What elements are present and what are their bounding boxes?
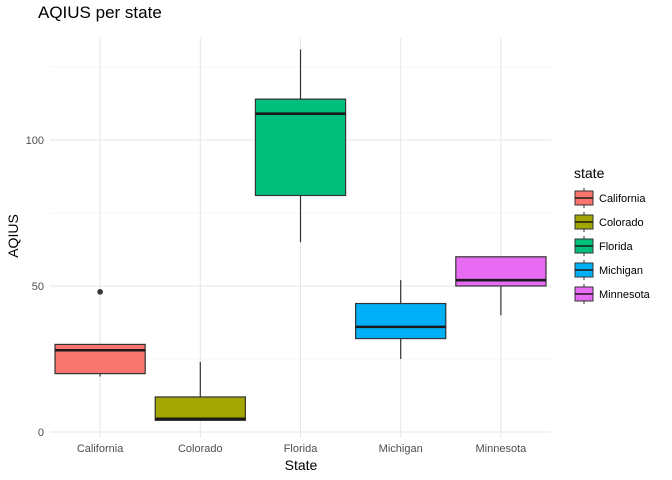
box-minnesota — [455, 256, 547, 316]
legend-label: California — [599, 193, 646, 205]
x-tick-label: Florida — [284, 443, 319, 455]
outlier-point — [97, 289, 103, 295]
chart-title: AQIUS per state — [38, 3, 162, 22]
x-tick-label: Colorado — [178, 443, 223, 455]
box-florida — [254, 49, 347, 243]
legend-item-california: California — [574, 188, 646, 208]
legend-label: Michigan — [599, 265, 643, 277]
x-tick-label: Michigan — [379, 443, 423, 455]
legend-label: Minnesota — [599, 289, 651, 301]
box-michigan — [355, 280, 447, 359]
box-body — [355, 302, 447, 340]
box-colorado — [154, 361, 246, 421]
x-tick-label: California — [77, 443, 124, 455]
box-california — [54, 289, 146, 377]
legend-item-colorado: Colorado — [574, 212, 644, 232]
legend-title: state — [574, 165, 605, 181]
y-tick-label: 0 — [38, 427, 44, 439]
legend-item-michigan: Michigan — [574, 260, 643, 280]
legend-label: Colorado — [599, 217, 644, 229]
y-axis-ticks: 0 50 100 — [26, 135, 44, 439]
box-body — [254, 98, 347, 197]
y-tick-label: 50 — [32, 281, 44, 293]
legend-label: Florida — [599, 241, 634, 253]
y-axis-title: AQIUS — [5, 214, 21, 258]
x-axis-ticks: California Colorado Florida Michigan Minneso… — [77, 443, 527, 455]
box-body — [54, 343, 146, 375]
legend: state California Colorado Florida Michigan M… — [574, 165, 651, 304]
box-body — [455, 256, 547, 287]
box-series — [54, 49, 547, 421]
legend-item-minnesota: Minnesota — [574, 284, 651, 304]
legend-item-florida: Florida — [574, 236, 634, 256]
y-tick-label: 100 — [26, 135, 44, 147]
x-tick-label: Minnesota — [476, 443, 528, 455]
box-body — [154, 396, 246, 421]
x-axis-title: State — [285, 457, 318, 473]
